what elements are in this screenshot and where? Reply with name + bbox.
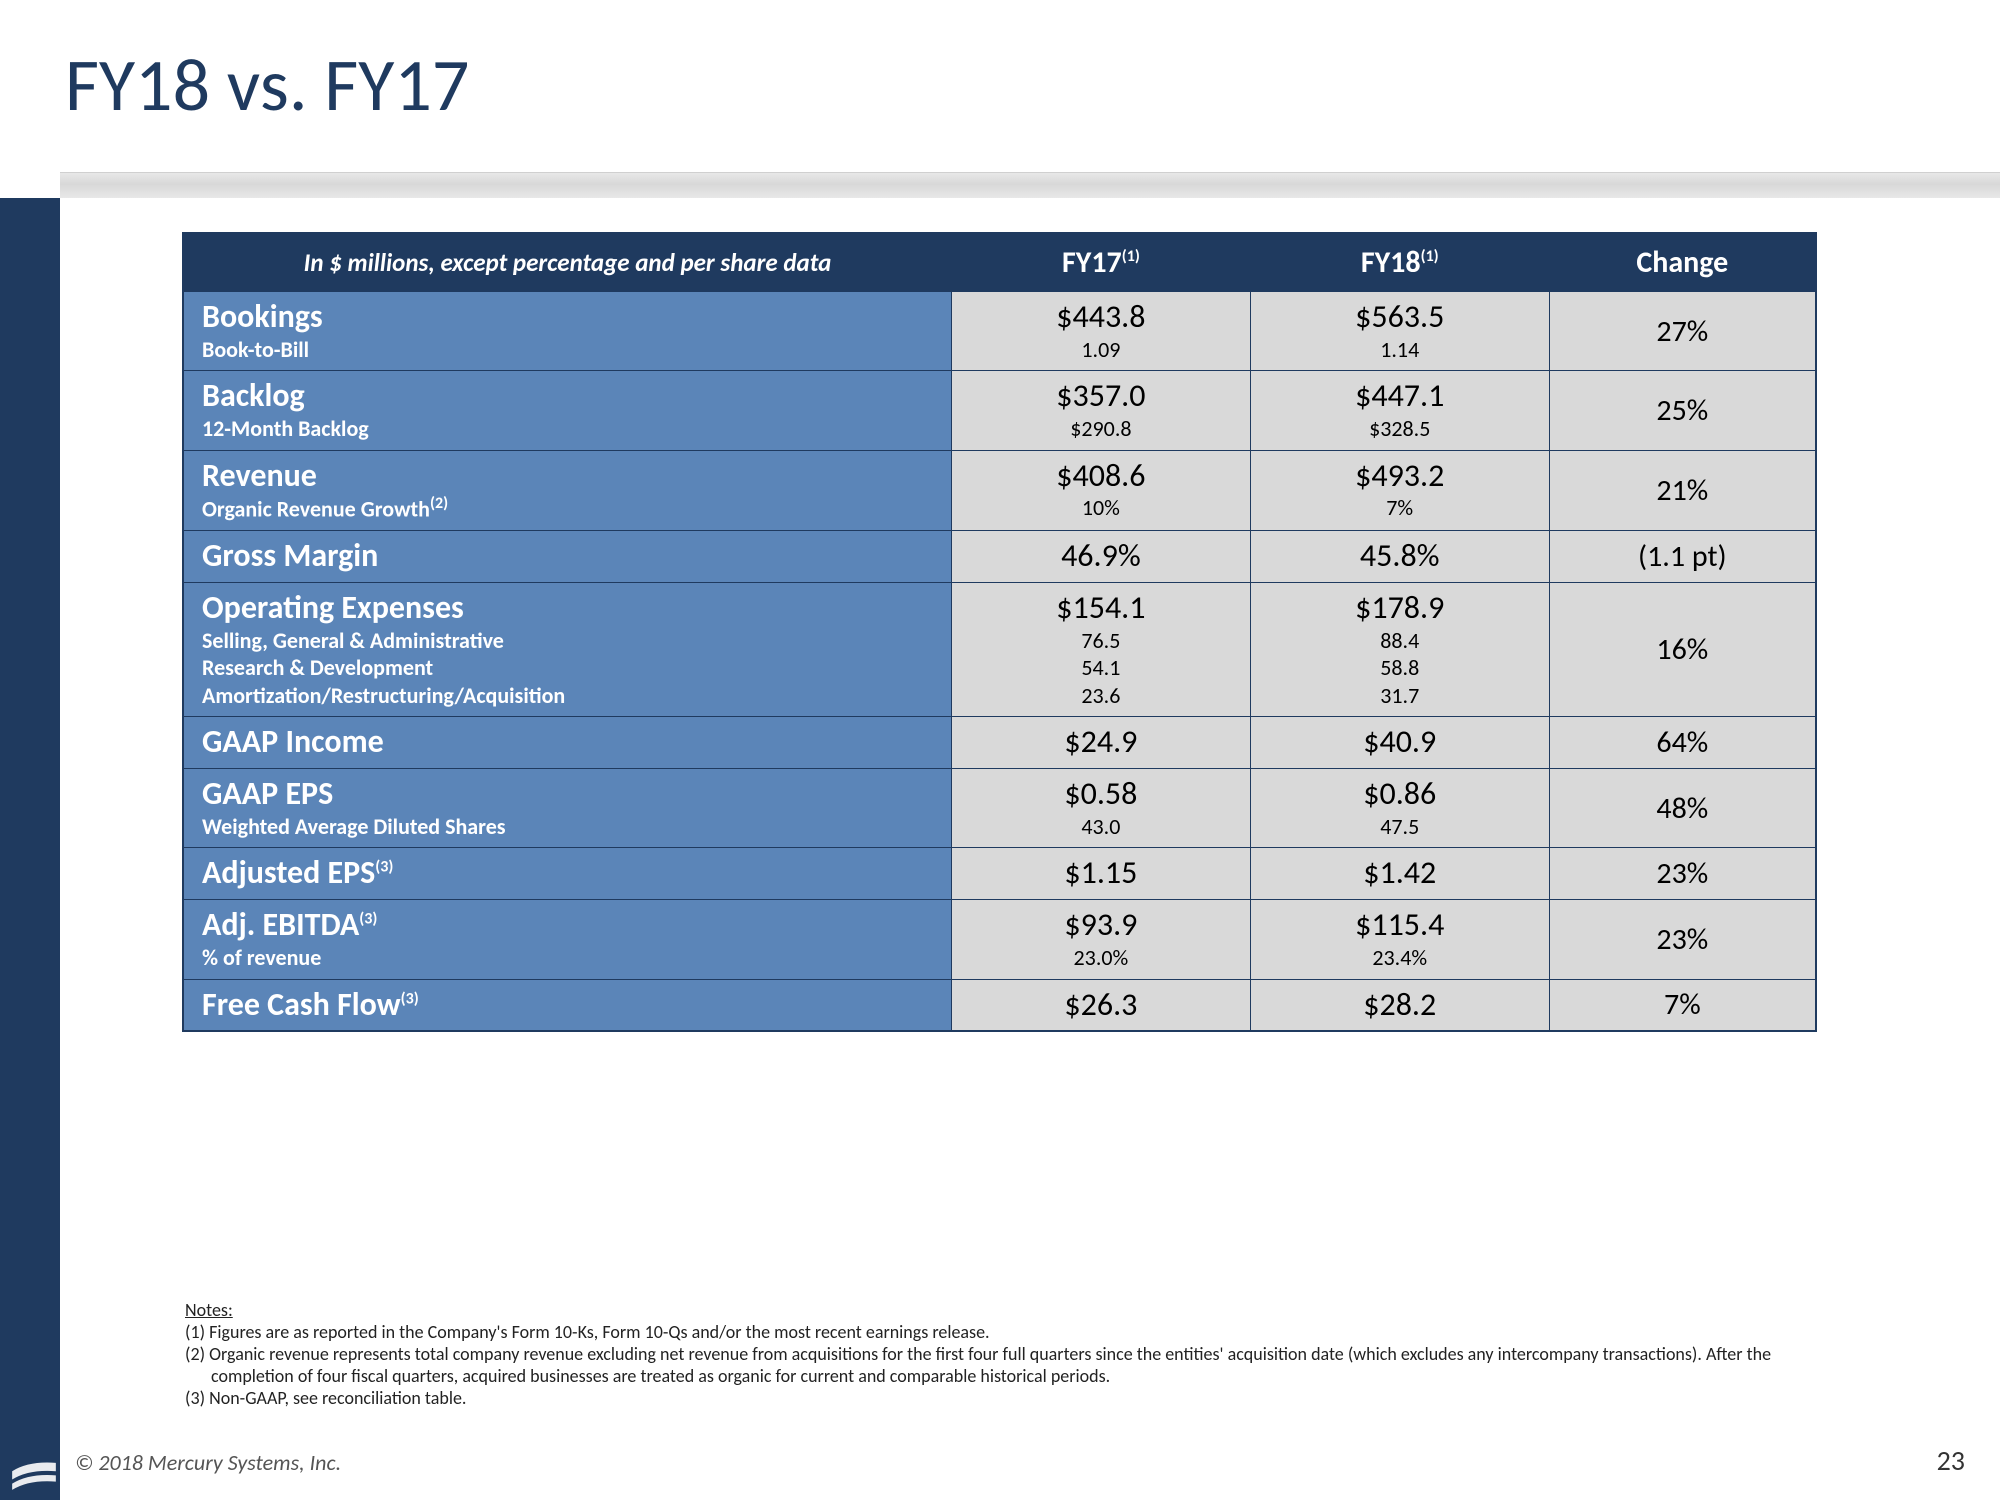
row-change: 64%: [1549, 717, 1816, 769]
table-row: GAAP Income$24.9$40.964%: [183, 717, 1816, 769]
notes-block: Notes: (1) Figures are as reported in th…: [185, 1300, 1805, 1410]
note-line: (2) Organic revenue represents total com…: [185, 1344, 1805, 1388]
row-fy18: $115.423.4%: [1250, 900, 1549, 979]
row-change: 23%: [1549, 900, 1816, 979]
row-fy18: $40.9: [1250, 717, 1549, 769]
table-row: Adjusted EPS(3)$1.15$1.4223%: [183, 848, 1816, 900]
page-number: 23: [1937, 1443, 1965, 1478]
row-fy18: $447.1$328.5: [1250, 371, 1549, 450]
row-fy17: $0.5843.0: [951, 769, 1250, 848]
row-fy18: $563.51.14: [1250, 292, 1549, 371]
row-change: 7%: [1549, 979, 1816, 1031]
table-header-row: In $ millions, except percentage and per…: [183, 233, 1816, 292]
row-label: Gross Margin: [183, 531, 951, 583]
row-fy17: $93.923.0%: [951, 900, 1250, 979]
notes-heading: Notes:: [185, 1300, 1805, 1322]
row-fy18: $0.8647.5: [1250, 769, 1549, 848]
row-label: Backlog12-Month Backlog: [183, 371, 951, 450]
table-row: Gross Margin46.9%45.8%(1.1 pt): [183, 531, 1816, 583]
row-fy17: $26.3: [951, 979, 1250, 1031]
row-fy18: $1.42: [1250, 848, 1549, 900]
row-fy18: 45.8%: [1250, 531, 1549, 583]
row-fy17: $154.176.554.123.6: [951, 583, 1250, 717]
row-label: Adjusted EPS(3): [183, 848, 951, 900]
copyright: © 2018 Mercury Systems, Inc.: [75, 1449, 341, 1476]
title-divider: [60, 172, 2000, 198]
header-fy17: FY17(1): [951, 233, 1250, 292]
row-fy17: $357.0$290.8: [951, 371, 1250, 450]
row-fy18: $28.2: [1250, 979, 1549, 1031]
financial-table: In $ millions, except percentage and per…: [182, 232, 1817, 1032]
row-change: 21%: [1549, 450, 1816, 531]
row-label: GAAP Income: [183, 717, 951, 769]
row-label: BookingsBook-to-Bill: [183, 292, 951, 371]
table-row: Backlog12-Month Backlog$357.0$290.8$447.…: [183, 371, 1816, 450]
row-fy17: $443.81.09: [951, 292, 1250, 371]
table-row: RevenueOrganic Revenue Growth(2)$408.610…: [183, 450, 1816, 531]
page-title: FY18 vs. FY17: [65, 40, 469, 130]
header-change: Change: [1549, 233, 1816, 292]
header-subhead: In $ millions, except percentage and per…: [183, 233, 951, 292]
table-row: Free Cash Flow(3)$26.3$28.27%: [183, 979, 1816, 1031]
row-change: (1.1 pt): [1549, 531, 1816, 583]
row-label: Operating ExpensesSelling, General & Adm…: [183, 583, 951, 717]
row-label: RevenueOrganic Revenue Growth(2): [183, 450, 951, 531]
row-label: Adj. EBITDA(3)% of revenue: [183, 900, 951, 979]
row-fy18: $178.988.458.831.7: [1250, 583, 1549, 717]
note-line: (3) Non-GAAP, see reconciliation table.: [185, 1388, 1805, 1410]
table-row: GAAP EPSWeighted Average Diluted Shares$…: [183, 769, 1816, 848]
row-fy17: $408.610%: [951, 450, 1250, 531]
logo-icon: [8, 1440, 60, 1492]
table-row: BookingsBook-to-Bill$443.81.09$563.51.14…: [183, 292, 1816, 371]
row-label: GAAP EPSWeighted Average Diluted Shares: [183, 769, 951, 848]
row-fy17: 46.9%: [951, 531, 1250, 583]
table-row: Adj. EBITDA(3)% of revenue$93.923.0%$115…: [183, 900, 1816, 979]
row-change: 25%: [1549, 371, 1816, 450]
table-row: Operating ExpensesSelling, General & Adm…: [183, 583, 1816, 717]
row-change: 23%: [1549, 848, 1816, 900]
side-strip: [0, 198, 60, 1500]
note-line: (1) Figures are as reported in the Compa…: [185, 1322, 1805, 1344]
row-fy17: $24.9: [951, 717, 1250, 769]
row-label: Free Cash Flow(3): [183, 979, 951, 1031]
row-change: 27%: [1549, 292, 1816, 371]
row-fy17: $1.15: [951, 848, 1250, 900]
row-change: 16%: [1549, 583, 1816, 717]
row-fy18: $493.27%: [1250, 450, 1549, 531]
row-change: 48%: [1549, 769, 1816, 848]
header-fy18: FY18(1): [1250, 233, 1549, 292]
table-container: In $ millions, except percentage and per…: [182, 232, 1817, 1032]
